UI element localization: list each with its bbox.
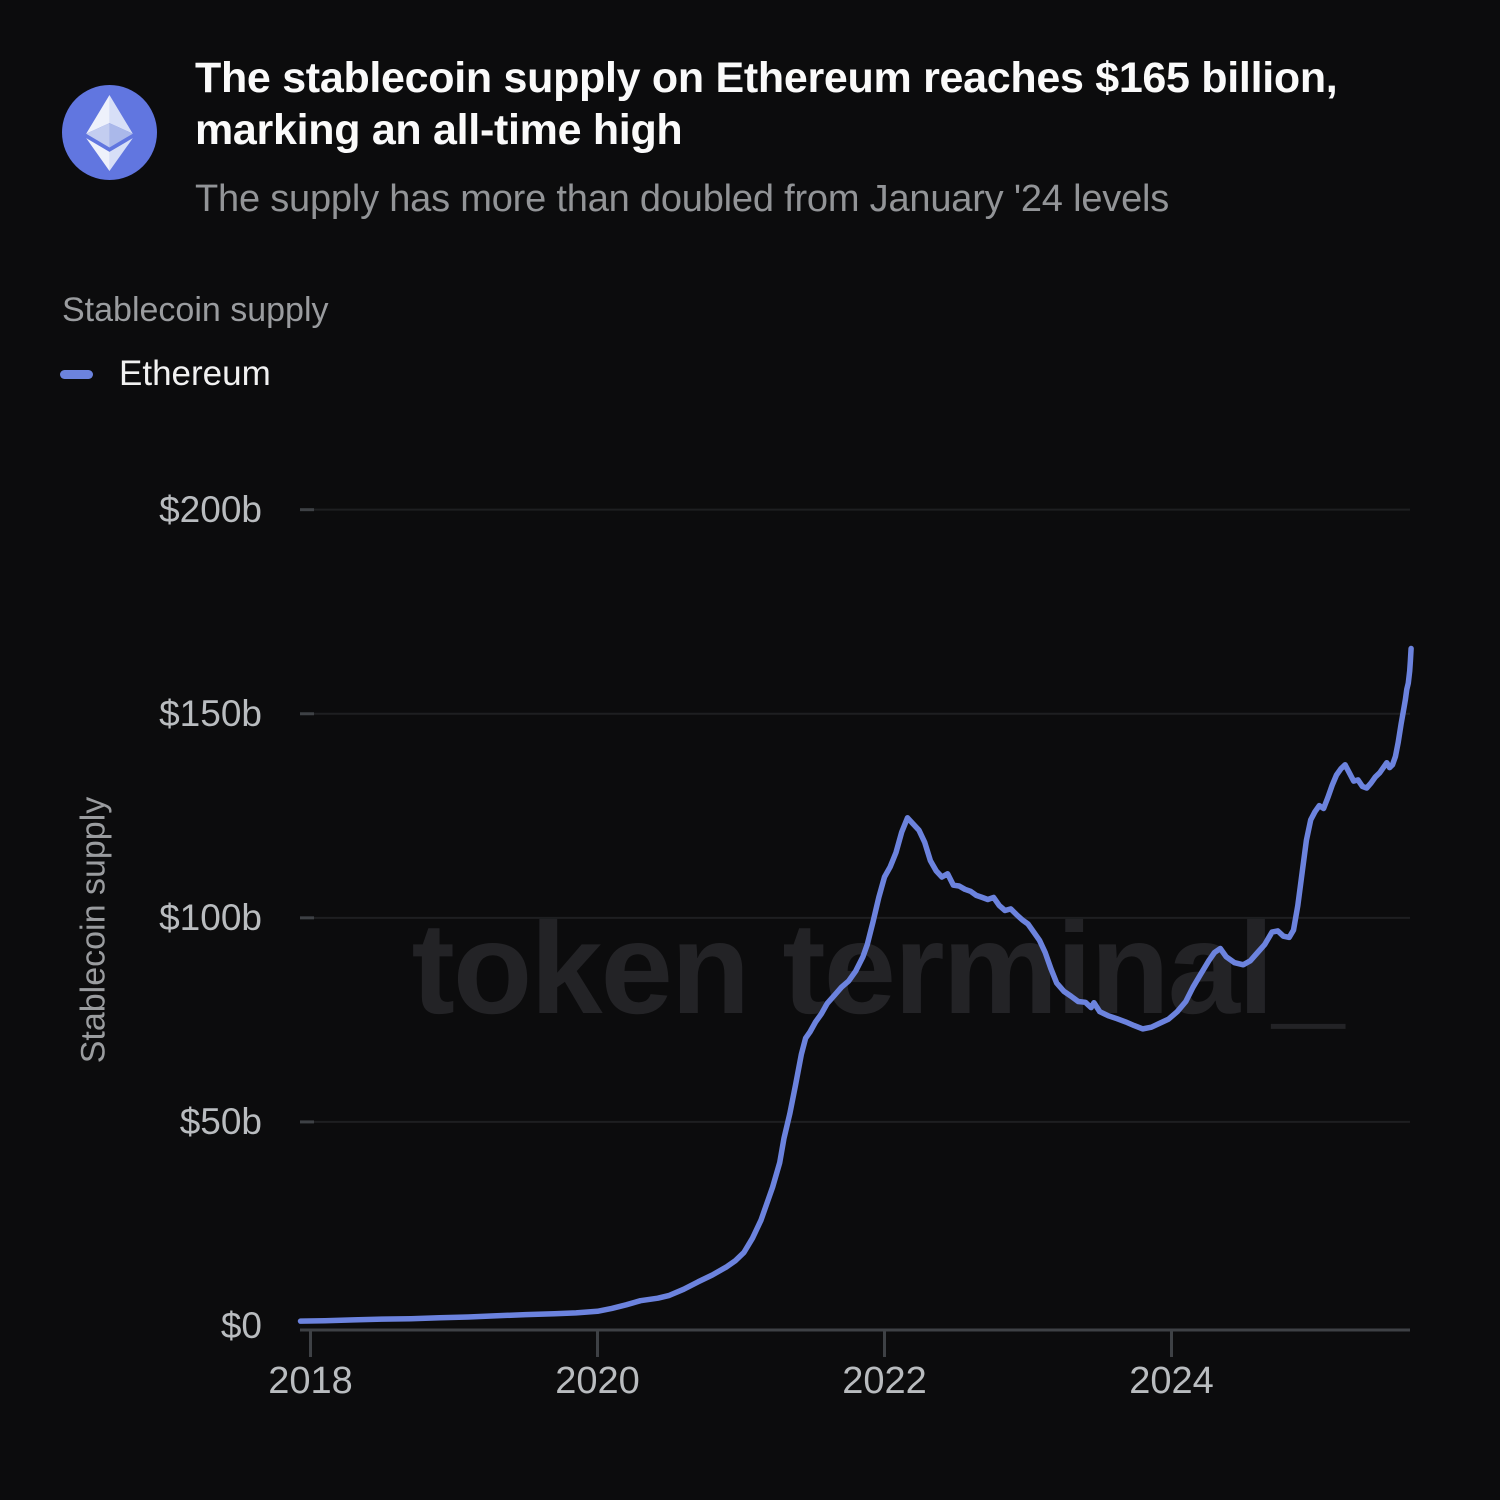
x-tick-label-2020: 2020: [555, 1360, 640, 1402]
x-tick-label-2018: 2018: [268, 1360, 353, 1402]
y-tick-label-$200b: $200b: [159, 488, 262, 530]
legend-series-label: Ethereum: [119, 354, 271, 393]
legend-row: Ethereum: [60, 352, 271, 396]
page-title: The stablecoin supply on Ethereum reache…: [195, 54, 1338, 154]
x-tick-label-2024: 2024: [1129, 1360, 1214, 1402]
page-subtitle: The supply has more than doubled from Ja…: [195, 178, 1170, 220]
ethereum-logo-icon: [62, 85, 157, 180]
x-tick-label-2022: 2022: [842, 1360, 927, 1402]
series-line-Ethereum: [297, 645, 1414, 1324]
legend-line-swatch: [60, 369, 93, 379]
y-tick-label-$100b: $100b: [159, 896, 262, 938]
y-tick-label-$50b: $50b: [179, 1100, 262, 1142]
watermark: token terminal_: [411, 895, 1345, 1041]
legend-title: Stablecoin supply: [62, 291, 329, 329]
y-tick-label-$0: $0: [220, 1305, 262, 1346]
ethereum-diamond-icon: [86, 94, 133, 171]
y-tick-label-$150b: $150b: [159, 692, 262, 734]
